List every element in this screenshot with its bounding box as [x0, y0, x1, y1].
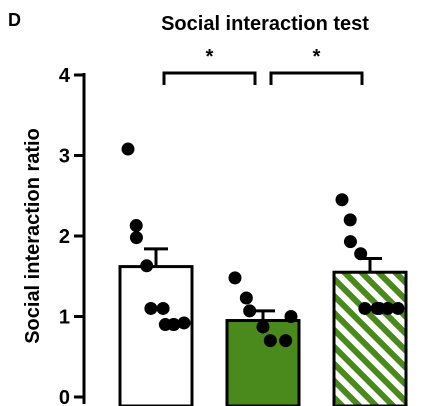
- axes: 0 1 2 3 4: [59, 65, 86, 406]
- data-point: [335, 193, 349, 207]
- data-point: [121, 142, 135, 156]
- y-tick-label: 3: [59, 146, 70, 168]
- data-point: [144, 301, 158, 315]
- dots-group: [121, 142, 405, 348]
- significance-bracket: [162, 71, 257, 85]
- chart-title: Social interaction test: [161, 13, 369, 35]
- data-point: [343, 213, 357, 227]
- y-tick-label: 1: [59, 307, 70, 329]
- bar-3: [332, 270, 408, 406]
- data-point: [167, 318, 181, 332]
- panel-label: D: [8, 10, 21, 30]
- bar-1: [118, 265, 194, 406]
- data-point: [156, 301, 170, 315]
- data-point: [263, 334, 277, 348]
- significance-label: *: [313, 46, 321, 68]
- data-point: [228, 271, 242, 285]
- data-point: [177, 316, 191, 330]
- bars-group: [118, 247, 408, 406]
- y-tick-label: 2: [59, 226, 70, 248]
- data-point: [358, 301, 372, 315]
- data-point: [354, 247, 368, 261]
- data-point: [279, 334, 293, 348]
- data-point: [284, 310, 298, 323]
- data-point: [239, 291, 253, 305]
- y-axis-label: Social interaction ratio: [22, 128, 44, 344]
- significance-label: *: [206, 46, 214, 68]
- data-point: [140, 259, 154, 273]
- data-point: [243, 304, 257, 318]
- significance-bracket: [269, 71, 364, 85]
- data-point: [381, 301, 395, 315]
- y-tick-label: 0: [59, 387, 70, 406]
- data-point: [129, 219, 143, 233]
- data-point: [129, 231, 143, 245]
- significance-group: * *: [162, 46, 364, 85]
- y-tick-label: 4: [59, 65, 71, 87]
- data-point: [343, 235, 357, 249]
- data-point: [256, 320, 270, 334]
- data-point: [391, 301, 405, 315]
